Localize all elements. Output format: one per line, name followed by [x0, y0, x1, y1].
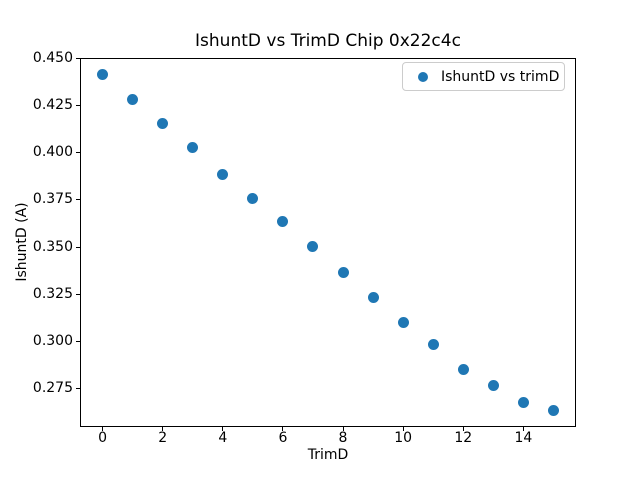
y-tick-mark: [76, 105, 80, 107]
scatter-point: [127, 94, 139, 106]
x-tick-label: 8: [338, 430, 348, 446]
y-tick-label: 0.350: [32, 238, 73, 255]
scatter-point: [487, 380, 499, 392]
y-tick-label: 0.275: [32, 380, 73, 397]
x-tick-label: 10: [394, 430, 413, 446]
y-tick-label: 0.325: [32, 285, 73, 302]
scatter-point: [337, 267, 349, 279]
scatter-point: [277, 216, 289, 228]
x-tick-mark: [282, 427, 284, 431]
x-tick-mark: [522, 427, 524, 431]
scatter-point: [547, 404, 559, 416]
y-tick-label: 0.375: [32, 191, 73, 208]
scatter-point: [397, 317, 409, 329]
scatter-point: [187, 141, 199, 153]
scatter-point: [157, 117, 169, 129]
x-tick-mark: [342, 427, 344, 431]
x-tick-mark: [462, 427, 464, 431]
y-tick-mark: [76, 341, 80, 342]
x-tick-label: 12: [454, 430, 473, 446]
legend-label: IshuntD vs trimD: [441, 68, 560, 85]
x-tick-label: 6: [278, 430, 288, 446]
y-tick-label: 0.300: [32, 333, 73, 349]
x-tick-label: 4: [218, 430, 228, 446]
legend-marker-icon: [418, 71, 428, 82]
y-tick-label: 0.425: [32, 97, 73, 114]
y-tick-label: 0.450: [32, 49, 73, 66]
y-tick-mark: [76, 388, 80, 390]
x-axis-label: TrimD: [307, 447, 349, 463]
x-tick-mark: [402, 427, 404, 431]
scatter-point: [217, 168, 229, 180]
x-tick-mark: [102, 427, 104, 431]
scatter-point: [427, 338, 439, 350]
x-tick-mark: [222, 427, 224, 431]
y-tick-label: 0.400: [32, 144, 73, 161]
x-tick-label: 0: [98, 430, 107, 446]
scatter-point: [307, 240, 319, 252]
y-tick-mark: [76, 152, 80, 154]
y-tick-mark: [76, 199, 80, 201]
x-tick-mark: [162, 427, 164, 431]
plot-area: [80, 58, 576, 427]
x-tick-label: 14: [514, 430, 533, 446]
scatter-point: [247, 192, 259, 204]
y-tick-mark: [76, 293, 80, 295]
y-tick-mark: [76, 57, 80, 59]
x-tick-label: 2: [158, 430, 168, 446]
legend: IshuntD vs trimD: [402, 62, 565, 91]
y-tick-mark: [76, 246, 80, 248]
scatter-point: [457, 364, 469, 376]
scatter-point: [97, 68, 109, 80]
scatter-point: [517, 397, 529, 409]
scatter-point: [367, 291, 379, 303]
chart-title: IshuntD vs TrimD Chip 0x22c4c: [195, 31, 461, 51]
